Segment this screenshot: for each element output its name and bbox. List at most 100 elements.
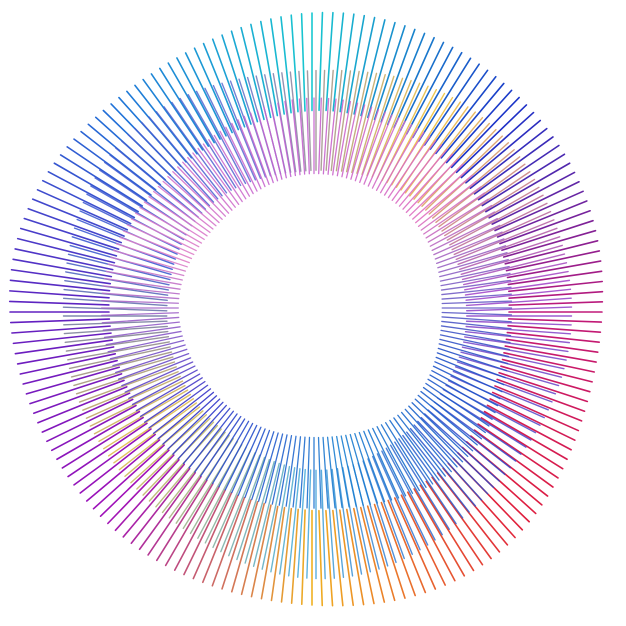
inner-ring-line: [354, 108, 380, 182]
outer-ring-line: [373, 503, 406, 599]
middle-ring-line: [62, 297, 168, 307]
inner-ring-line: [400, 411, 452, 473]
inner-ring-line: [177, 404, 227, 460]
middle-ring-line: [356, 74, 386, 174]
outer-ring-line: [440, 82, 505, 159]
inner-ring-line: [131, 369, 198, 406]
middle-ring-line: [320, 69, 326, 171]
inner-ring-line: [395, 144, 443, 204]
inner-ring-line: [336, 100, 352, 177]
middle-ring-line: [458, 356, 560, 387]
outer-ring-line: [488, 171, 576, 219]
middle-ring-line: [406, 431, 470, 513]
outer-ring-line: [501, 219, 594, 252]
inner-ring-line: [263, 106, 283, 180]
inner-ring-line: [112, 249, 187, 272]
outer-ring-line: [221, 34, 252, 125]
outer-ring-line: [483, 410, 568, 461]
middle-ring-line: [449, 194, 544, 246]
outer-ring-line: [230, 501, 259, 593]
outer-ring-line: [270, 506, 286, 602]
middle-ring-line: [187, 94, 242, 187]
outer-ring-line: [498, 371, 589, 403]
middle-ring-line: [465, 297, 572, 307]
middle-ring-line: [385, 447, 436, 541]
inner-ring-line: [107, 263, 183, 281]
inner-ring-line: [405, 158, 459, 214]
inner-ring-line: [271, 434, 288, 505]
inner-ring-line: [420, 186, 482, 231]
inner-ring-line: [130, 218, 197, 252]
outer-ring-line: [173, 486, 220, 571]
outer-ring-line: [259, 20, 279, 117]
inner-ring-line: [152, 388, 212, 435]
middle-ring-line: [394, 441, 450, 530]
middle-ring-line: [120, 140, 203, 214]
outer-ring-line: [27, 207, 123, 244]
outer-ring-line: [37, 386, 128, 424]
outer-ring-line: [46, 398, 134, 443]
outer-ring-line: [500, 365, 591, 393]
outer-ring-line: [167, 62, 215, 144]
middle-ring-line: [93, 384, 186, 435]
inner-ring-line: [112, 344, 186, 367]
middle-ring-line: [78, 366, 177, 403]
inner-ring-line: [277, 102, 292, 178]
middle-ring-line: [195, 90, 247, 185]
inner-ring-line: [105, 330, 182, 346]
inner-ring-line: [172, 401, 224, 455]
inner-ring-line: [434, 361, 503, 393]
outer-ring-line: [496, 200, 588, 238]
middle-ring-line: [306, 70, 312, 172]
outer-ring-line: [290, 14, 299, 113]
outer-ring-line: [211, 38, 246, 128]
outer-ring-line: [435, 75, 497, 155]
outer-ring-line: [114, 458, 180, 532]
outer-ring-line: [12, 258, 113, 278]
inner-ring-line: [438, 251, 508, 273]
outer-ring-line: [164, 482, 214, 567]
inner-ring-line: [345, 434, 364, 507]
inner-ring-line: [270, 104, 287, 179]
outer-ring-line: [504, 345, 597, 363]
inner-ring-line: [422, 386, 486, 434]
inner-ring-line: [436, 238, 505, 265]
inner-ring-line: [332, 99, 344, 176]
inner-ring-line: [380, 424, 421, 492]
inner-ring: [100, 97, 513, 509]
inner-ring-line: [197, 147, 240, 206]
outer-ring-line: [99, 449, 170, 517]
inner-ring-line: [257, 432, 279, 502]
middle-ring-line: [109, 154, 196, 223]
inner-ring-line: [117, 352, 190, 380]
inner-ring-line: [284, 100, 297, 177]
middle-ring-line: [261, 464, 286, 570]
outer-ring-line: [419, 484, 475, 572]
inner-ring-line: [243, 115, 270, 186]
middle-ring-line: [367, 458, 405, 560]
middle-ring-line: [221, 82, 262, 180]
outer-ring-line: [353, 16, 376, 115]
outer-ring-line: [346, 14, 366, 114]
outer-ring-line: [481, 153, 566, 207]
inner-ring-line: [119, 236, 190, 264]
inner-ring-line: [292, 436, 302, 508]
outer-ring-line: [508, 301, 604, 306]
middle-ring-line: [464, 279, 571, 296]
outer-ring-line: [502, 229, 597, 258]
outer-ring-line: [156, 479, 208, 562]
inner-ring-line: [212, 420, 250, 485]
inner-ring-line: [103, 277, 181, 290]
outer-ring-line: [240, 26, 265, 121]
inner-ring-line: [188, 410, 235, 469]
inner-ring-line: [358, 431, 386, 503]
outer-ring-line: [56, 410, 141, 461]
outer-ring-line: [455, 104, 528, 174]
middle-ring-line: [345, 71, 369, 173]
middle-ring-line: [229, 80, 267, 178]
middle-ring-line: [466, 306, 573, 312]
middle-ring-line: [456, 361, 557, 395]
outer-ring-line: [394, 497, 437, 590]
middle-ring-line: [204, 449, 252, 544]
inner-ring-line: [420, 390, 483, 440]
